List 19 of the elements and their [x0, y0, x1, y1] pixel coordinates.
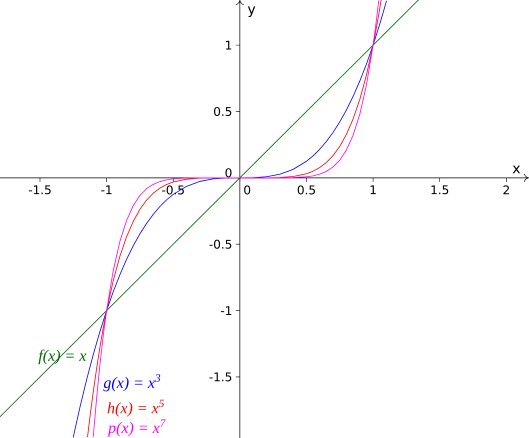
y-tick-label: 0 — [225, 168, 232, 178]
y-tick-label: -0.5 — [209, 240, 232, 249]
x-tick-label: 1 — [370, 185, 376, 194]
y-tick-label: -1.5 — [209, 372, 232, 382]
series-label: h(x) = x$^{5}$ — [108, 400, 164, 417]
x-tick-label: 2 — [503, 185, 509, 194]
y-tick-label: 0.5 — [214, 106, 232, 116]
x-tick-label: -1 — [101, 185, 112, 194]
y-tick-label: 1 — [226, 40, 232, 50]
x-tick-label: 0 — [244, 185, 250, 194]
x-tick-label: -1.5 — [28, 185, 51, 194]
y-axis-title: y — [248, 6, 256, 18]
x-axis-title: x — [512, 166, 520, 174]
x-tick-label: 0.5 — [298, 185, 315, 194]
series-label: g(x) = x$^{3}$ — [103, 374, 160, 392]
series-label: f(x) = x — [38, 350, 86, 364]
y-tick-label: -1 — [220, 306, 232, 315]
x-tick-label: 1.5 — [432, 185, 448, 194]
series-label: p(x) = x$^{7}$ — [107, 419, 166, 436]
